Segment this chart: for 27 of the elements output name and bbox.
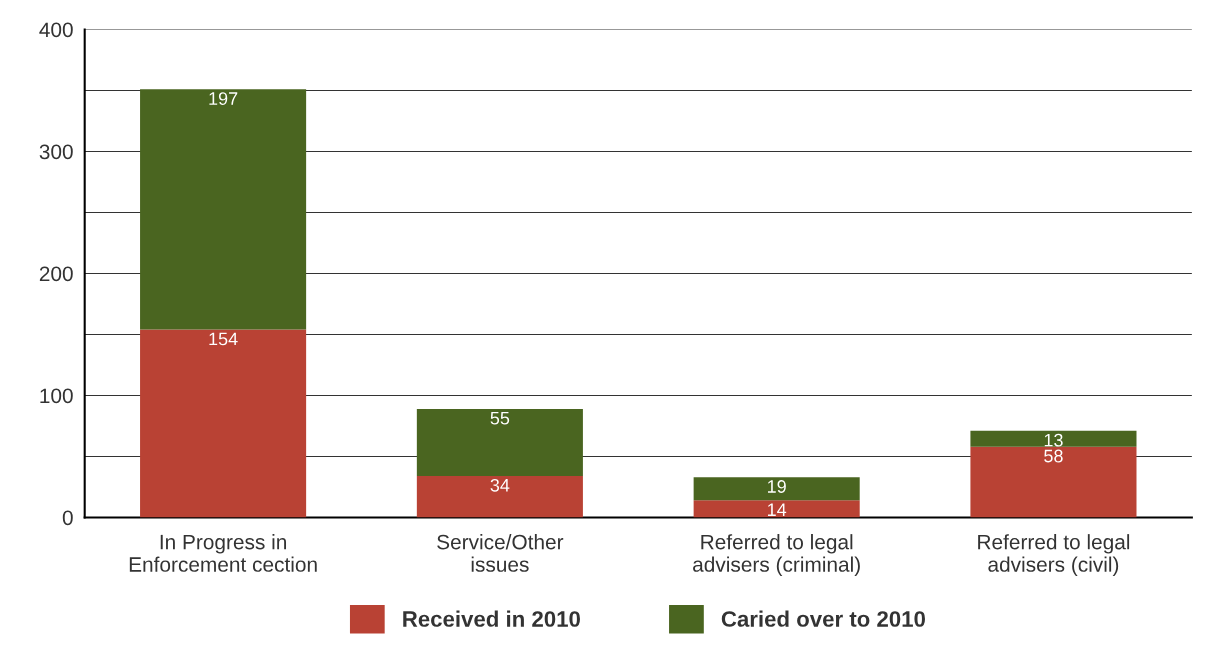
data-label: 55 [490, 411, 510, 425]
x-tick-label: Referred to legal advisers (criminal) [693, 534, 860, 576]
bar [970, 446, 1137, 518]
bar [140, 89, 307, 330]
bar [140, 329, 307, 518]
y-tick-label: 400 [39, 22, 73, 38]
x-tick-label: Service/Other issues [437, 534, 564, 572]
bar [693, 477, 860, 501]
bar [416, 475, 583, 518]
data-label: 197 [209, 92, 238, 105]
y-tick-label: 100 [40, 388, 73, 404]
data-label: 154 [209, 332, 238, 346]
data-label: 58 [1044, 449, 1063, 463]
x-tick-label: In Progress in Enforcement cection [129, 534, 317, 572]
data-label: 14 [768, 503, 787, 516]
bar [693, 500, 860, 518]
data-label: 19 [768, 480, 786, 493]
data-label: 13 [1044, 433, 1063, 447]
data-label: 34 [490, 478, 510, 492]
legend-label: Caried over to 2010 [721, 610, 925, 627]
y-tick-label: 200 [39, 266, 73, 282]
x-tick-label: Referred to legal advisers (civil) [978, 534, 1130, 576]
bar [970, 430, 1137, 447]
y-tick-label: 0 [62, 510, 73, 526]
y-tick-label: 300 [39, 144, 73, 160]
legend-label: Received in 2010 [403, 610, 580, 627]
bar [416, 408, 583, 476]
